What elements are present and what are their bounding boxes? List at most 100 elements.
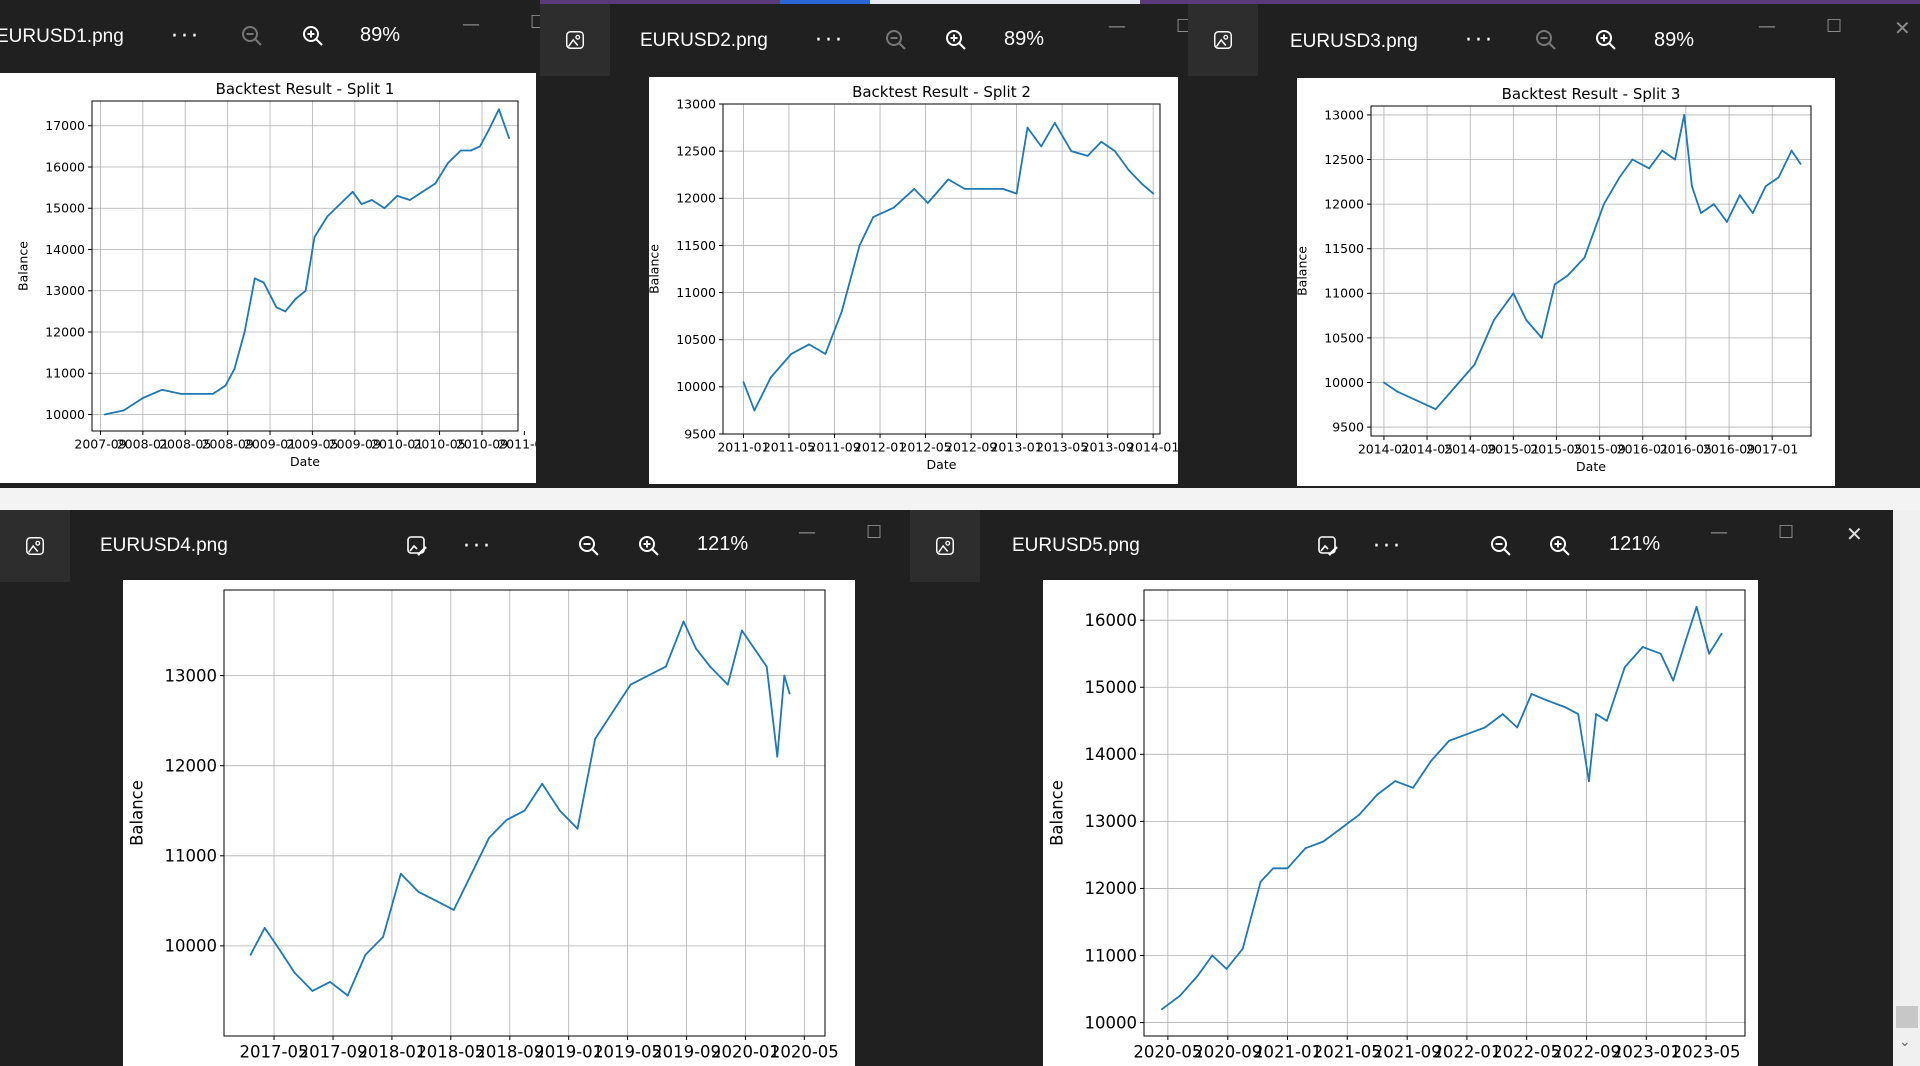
viewer-window-2[interactable]: EURUSD2.png ··· 89% — ☐ 2011-01 2011-05 20… (540, 4, 1188, 488)
data-point (788, 692, 791, 695)
more-icon[interactable]: ··· (463, 533, 493, 559)
viewer-window-1[interactable]: EURUSD1.png ··· 89% — ☐ 2007-09 2008-01 20… (0, 0, 540, 488)
y-tick-label: 9500 (1332, 419, 1364, 434)
more-icon[interactable]: ··· (1373, 533, 1403, 559)
data-point (1473, 363, 1476, 366)
x-tick-label: 2018-05 (416, 1043, 485, 1062)
data-point (1684, 639, 1687, 642)
viewer-window-3[interactable]: EURUSD3.png ··· 89% — ☐ ✕ 2014-01 2014-05… (1188, 4, 1920, 488)
titlebar: EURUSD3.png ··· 89% — ☐ ✕ (1188, 4, 1920, 76)
zoom-out-icon[interactable] (232, 16, 272, 56)
data-point (293, 972, 296, 974)
chart-title: Backtest Result - Split 3 (1502, 85, 1681, 103)
maximize-icon[interactable]: ☐ (1826, 16, 1843, 37)
y-axis-label: Balance (1297, 246, 1310, 296)
data-point (498, 108, 500, 111)
y-axis-label: Balance (1048, 780, 1067, 846)
minimize-icon[interactable]: — (1108, 16, 1126, 37)
zoom-out-icon[interactable] (1526, 20, 1566, 60)
x-tick-label: 2022-01 (1432, 1043, 1501, 1062)
data-point (594, 737, 597, 740)
zoom-in-icon[interactable] (293, 16, 333, 56)
data-point (1595, 713, 1597, 715)
x-tick-label: 2011-05 (763, 440, 815, 455)
data-point (421, 190, 424, 193)
data-point (417, 890, 420, 893)
file-name: EURUSD2.png (640, 30, 768, 51)
more-icon[interactable]: ··· (171, 23, 201, 49)
x-axis-label: Date (927, 457, 957, 472)
zoom-in-icon[interactable] (936, 20, 976, 60)
data-point (1720, 632, 1723, 635)
edit-image-icon[interactable] (397, 526, 437, 566)
titlebar: EURUSD2.png ··· 89% — ☐ (540, 4, 1188, 76)
x-tick-label: 2021-01 (1253, 1043, 1322, 1062)
x-tick-label: 2021-09 (1373, 1043, 1442, 1062)
edit-image-icon[interactable] (1308, 526, 1348, 566)
data-point (263, 926, 266, 929)
y-tick-label: 11500 (1324, 241, 1364, 256)
titlebar: EURUSD5.png ··· 121% — ☐ ✕ (910, 510, 1893, 582)
maximize-icon[interactable]: ☐ (1176, 16, 1188, 37)
more-icon[interactable]: ··· (815, 27, 845, 53)
minimize-icon[interactable]: — (1710, 522, 1728, 543)
chart-image: 2017-05 2017-09 2018-01 2018-05 2018-09 2019-… (123, 580, 855, 1066)
data-point (1564, 706, 1567, 709)
data-point (1553, 283, 1556, 286)
data-point (1659, 652, 1662, 655)
image-icon (910, 510, 980, 582)
data-point (1376, 793, 1379, 796)
zoom-in-icon[interactable] (629, 526, 669, 566)
zoom-out-icon[interactable] (1481, 526, 1521, 566)
zoom-in-icon[interactable] (1586, 20, 1626, 60)
data-point (396, 194, 399, 197)
data-point (399, 872, 402, 875)
data-point (947, 178, 950, 181)
scrollbar-thumb[interactable] (1896, 1006, 1918, 1028)
zoom-out-icon[interactable] (876, 20, 916, 60)
y-tick-label: 13000 (1324, 107, 1364, 122)
more-icon[interactable]: ··· (1465, 27, 1495, 53)
y-tick-label: 11000 (165, 847, 218, 866)
data-point (558, 809, 561, 812)
data-point (776, 755, 779, 758)
data-point (576, 827, 579, 830)
x-tick-label: 2008-01 (117, 437, 169, 452)
scrollbar-track[interactable] (1893, 510, 1920, 1066)
data-point (326, 215, 329, 218)
y-tick-label: 11000 (1085, 946, 1138, 965)
data-point (364, 954, 367, 956)
x-tick-label: 2012-09 (945, 440, 997, 455)
data-point (1641, 646, 1644, 648)
minimize-icon[interactable]: — (798, 522, 816, 543)
viewer-window-5[interactable]: EURUSD5.png ··· 121% — ☐ ✕ 2020-05 2020-0… (910, 510, 1893, 1066)
x-tick-label: 2009-09 (329, 437, 381, 452)
maximize-icon[interactable]: ☐ (866, 522, 883, 543)
x-tick-label: 2008-09 (202, 437, 254, 452)
titlebar: EURUSD1.png ··· 89% — ☐ (0, 0, 540, 72)
y-tick-label: 16000 (45, 159, 85, 174)
data-point (1566, 274, 1569, 277)
maximize-icon[interactable]: ☐ (530, 12, 540, 33)
data-point (1577, 713, 1580, 715)
maximize-icon[interactable]: ☐ (1778, 522, 1795, 543)
minimize-icon[interactable]: — (1758, 16, 1776, 37)
zoom-level: 89% (360, 24, 401, 46)
x-tick-label: 2023-05 (1672, 1043, 1741, 1062)
data-point (1015, 192, 1018, 195)
data-point (346, 994, 349, 997)
zoom-out-icon[interactable] (569, 526, 609, 566)
data-point (103, 413, 106, 416)
viewer-window-4[interactable]: EURUSD4.png ··· 121% — ☐ 2017-05 2017-09 2… (0, 510, 910, 1066)
y-tick-label: 12000 (676, 191, 716, 206)
plot-frame (1143, 589, 1746, 1037)
zoom-in-icon[interactable] (1540, 526, 1580, 566)
close-icon[interactable]: ✕ (1846, 522, 1863, 546)
y-tick-label: 15000 (45, 201, 85, 216)
scroll-down-icon[interactable]: ⌄ (1899, 1034, 1911, 1050)
close-icon[interactable]: ✕ (1894, 16, 1911, 40)
data-point (161, 388, 163, 391)
minimize-icon[interactable]: — (462, 14, 480, 35)
data-point (1322, 840, 1325, 843)
data-point (783, 674, 786, 677)
